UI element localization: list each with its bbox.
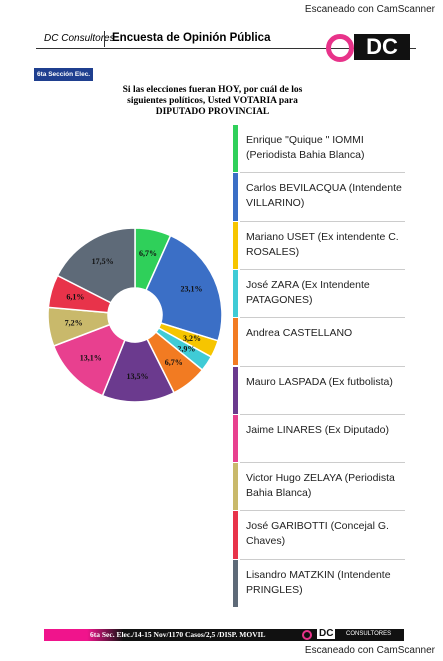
slice: [145, 234, 223, 342]
chart-title: Si las elecciones fueran HOY, por cuál d…: [122, 85, 303, 117]
legend-separator: [240, 365, 405, 367]
legend-swatch: [233, 366, 238, 414]
legend-label: Lisandro MATZKIN (Intendente PRINGLES): [246, 568, 391, 596]
brand: DC Consultores: [44, 33, 115, 44]
value-label: 2,9%: [177, 345, 195, 354]
legend-separator: [240, 317, 405, 319]
logo-ring: [326, 34, 354, 62]
value-label: 6,1%: [66, 293, 84, 302]
scanner-watermark: Escaneado con CamScanner: [304, 4, 435, 15]
footer-text: 6ta Sec. Elec./14-15 Nov/1170 Casos/2,5 …: [90, 630, 266, 639]
legend-label: Carlos BEVILACQUA (Intendente VILLARINO): [246, 182, 402, 210]
value-label: 6,7%: [139, 249, 157, 258]
legend-separator: [240, 413, 405, 415]
logo: DC: [354, 34, 410, 60]
footer-logo-sub: CONSULTORES: [346, 631, 392, 637]
legend-label: Mauro LASPADA (Ex futbolista): [246, 375, 393, 388]
legend-label: José ZARA (Ex Intendente PATAGONES): [246, 278, 370, 306]
legend-separator: [240, 268, 405, 270]
legend-swatch: [233, 559, 238, 607]
legend-swatch: [233, 414, 238, 463]
legend-separator: [240, 220, 405, 222]
legend-label: Victor Hugo ZELAYA (Periodista Bahia Bla…: [246, 472, 395, 500]
legend-swatch: [233, 318, 238, 366]
legend-swatch: [233, 269, 238, 318]
value-label: 13,5%: [127, 372, 149, 381]
value-label: 17,5%: [92, 257, 114, 266]
value-label: 6,7%: [165, 358, 183, 367]
legend-label: Jaime LINARES (Ex Diputado): [246, 423, 389, 436]
legend-swatch: [233, 511, 238, 559]
value-label: 23,1%: [181, 284, 203, 293]
value-label: 3,2%: [183, 334, 201, 343]
legend-separator: [240, 558, 405, 560]
footer-bar: [44, 629, 404, 641]
legend-swatch: [233, 125, 238, 173]
legend-label: Mariano USET (Ex intendente C. ROSALES): [246, 230, 399, 258]
legend-label: Enrique "Quique " IOMMI (Periodista Bahi…: [246, 134, 365, 161]
slice: [56, 227, 136, 304]
legend-separator: [240, 172, 405, 174]
legend-separator: [240, 462, 405, 464]
legend-label: Andrea CASTELLANO: [246, 327, 353, 340]
legend-swatch: [233, 173, 238, 221]
footer-logo-ring: [302, 630, 312, 640]
value-label: 13,1%: [80, 353, 102, 362]
header-rule: [36, 48, 416, 49]
badge: 6ta Sección Elec.: [34, 68, 94, 81]
footer-logo: DC: [317, 628, 336, 639]
divider: [104, 31, 105, 47]
legend-separator: [240, 510, 405, 512]
scanner-watermark: Escaneado con CamScanner: [304, 645, 435, 656]
legend-label: José GARIBOTTI (Concejal G. Chaves): [246, 520, 389, 548]
header-title: Encuesta de Opinión Pública: [112, 32, 271, 44]
legend-swatch: [233, 463, 238, 511]
value-label: 7,2%: [65, 318, 83, 327]
legend-swatch: [233, 221, 238, 269]
